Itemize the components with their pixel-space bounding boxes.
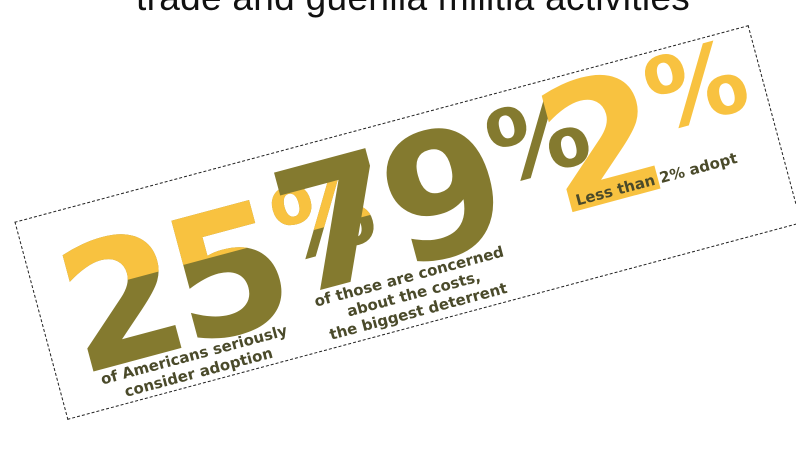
top-caption-text: trade and guerilla militia activities [136,0,690,19]
infographic-banner: 25% 25% of Americans seriously consider … [14,17,796,420]
